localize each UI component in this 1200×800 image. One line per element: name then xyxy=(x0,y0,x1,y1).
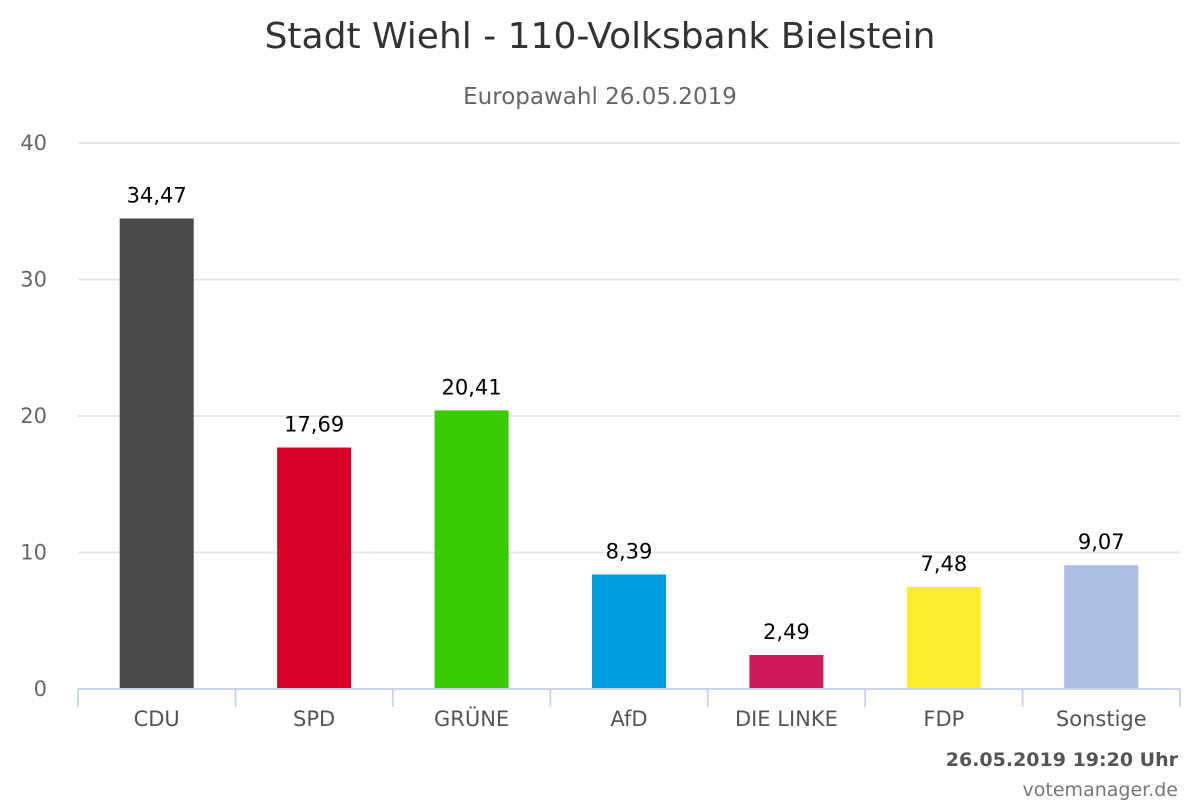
data-label: 2,49 xyxy=(763,620,810,644)
x-tick-label: DIE LINKE xyxy=(735,707,838,731)
bars xyxy=(119,218,1139,689)
chart-subtitle: Europawahl 26.05.2019 xyxy=(463,84,737,110)
bar[interactable] xyxy=(906,586,981,689)
y-tick-label: 40 xyxy=(20,131,47,155)
bar[interactable] xyxy=(434,410,509,689)
data-label: 20,41 xyxy=(442,375,502,399)
data-label: 8,39 xyxy=(606,539,653,563)
bar[interactable] xyxy=(749,655,824,689)
bar[interactable] xyxy=(592,574,666,689)
x-tick-label: GRÜNE xyxy=(434,706,509,731)
bar[interactable] xyxy=(119,218,194,689)
y-tick-label: 10 xyxy=(20,541,47,565)
timestamp-label: 26.05.2019 19:20 Uhr xyxy=(946,749,1179,771)
source-credit[interactable]: votemanager.de xyxy=(1023,779,1178,800)
data-label: 34,47 xyxy=(127,183,187,207)
bar[interactable] xyxy=(1064,565,1139,689)
data-label: 7,48 xyxy=(920,552,967,576)
x-axis: CDU SPD GRÜNE AfD DIE LINKE FDP Sonstige xyxy=(77,688,1181,731)
x-tick-label: AfD xyxy=(610,707,647,731)
chart-title: Stadt Wiehl - 110-Volksbank Bielstein xyxy=(265,16,936,57)
gridlines xyxy=(78,142,1180,554)
data-labels: 34,47 17,69 20,41 8,39 2,49 7,48 9,07 xyxy=(127,183,1125,644)
y-tick-label: 20 xyxy=(20,404,47,428)
x-tick-label: CDU xyxy=(134,707,180,731)
data-label: 9,07 xyxy=(1078,530,1125,554)
y-axis-tick-labels: 0 10 20 30 40 xyxy=(20,131,47,701)
y-tick-label: 0 xyxy=(34,677,47,701)
data-label: 17,69 xyxy=(284,413,344,437)
x-tick-label: Sonstige xyxy=(1056,707,1147,731)
bar[interactable] xyxy=(277,447,352,689)
x-tick-label: SPD xyxy=(293,707,335,731)
y-tick-label: 30 xyxy=(20,268,47,292)
x-tick-label: FDP xyxy=(923,707,964,731)
